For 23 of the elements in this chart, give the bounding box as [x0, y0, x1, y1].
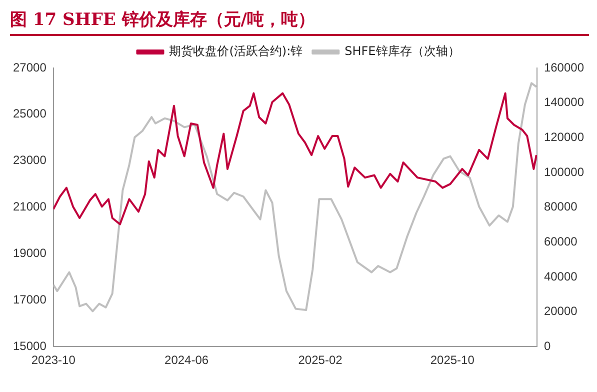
y2-tick-label: 80000 — [544, 200, 578, 214]
y-tick-label: 25000 — [12, 106, 47, 121]
y-tick-label: 19000 — [12, 246, 47, 260]
y-tick-label: 23000 — [12, 153, 47, 168]
y2-tick-label: 120000 — [544, 130, 584, 144]
y2-tick-label: 100000 — [544, 164, 584, 179]
y2-tick-label: 140000 — [544, 95, 584, 110]
y2-tick-label: 160000 — [544, 60, 584, 74]
legend-label: 期货收盘价(活跃合约):锌 — [169, 44, 303, 58]
x-tick-label: 2023-10 — [31, 353, 76, 368]
y-tick-label: 17000 — [12, 292, 47, 306]
y2-tick-label: 40000 — [544, 269, 578, 284]
y2-tick-label: 0 — [544, 338, 551, 353]
x-tick-label: 2024-06 — [164, 353, 209, 368]
y-tick-label: 21000 — [12, 200, 47, 214]
y2-tick-label: 20000 — [544, 304, 578, 318]
y2-tick-label: 60000 — [544, 234, 578, 248]
chart-title: 图 17 SHFE 锌价及库存（元/吨，吨） — [10, 8, 589, 36]
x-tick-label: 2025-10 — [430, 353, 475, 368]
x-tick-label: 2025-02 — [298, 353, 343, 368]
y-tick-label: 27000 — [12, 60, 47, 74]
legend-label: SHFE锌库存（次轴） — [344, 44, 460, 58]
y-tick-label: 15000 — [12, 338, 47, 353]
